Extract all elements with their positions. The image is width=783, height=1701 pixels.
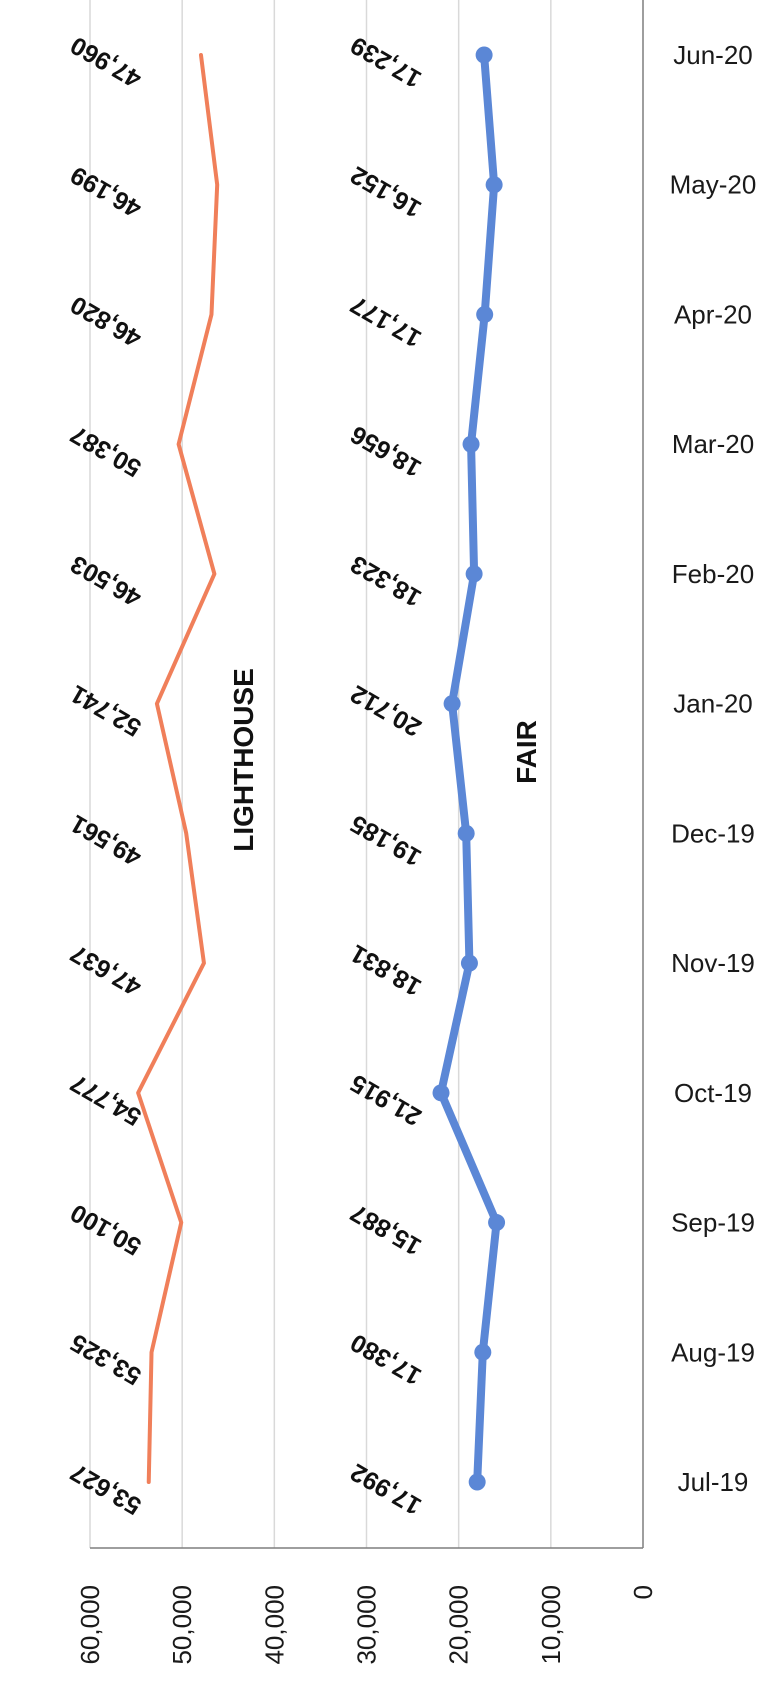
value-tick-label: 10,000 [536, 1585, 566, 1665]
value-tick-label: 30,000 [352, 1585, 382, 1665]
data-label: 18,323 [346, 550, 426, 612]
data-point [485, 176, 503, 194]
axes [90, 0, 644, 1549]
data-label: 53,627 [66, 1458, 146, 1520]
value-tick-label: 20,000 [444, 1585, 474, 1665]
data-label: 16,152 [346, 160, 426, 222]
data-point [465, 565, 483, 583]
data-label: 17,380 [346, 1328, 426, 1390]
data-label: 19,185 [346, 809, 426, 872]
data-label: 21,915 [346, 1068, 426, 1131]
data-label: 53,325 [66, 1328, 146, 1391]
value-axis-tick-labels: 60,000 50,000 40,000 30,000 20,000 10,000 0 [75, 1585, 658, 1665]
series-labels: LIGHTHOUSE FAIR [228, 668, 542, 852]
data-point [457, 824, 475, 842]
data-point [475, 46, 493, 64]
month-label: Feb-20 [672, 559, 754, 589]
month-label: Mar-20 [672, 429, 754, 459]
month-label: Aug-19 [671, 1337, 755, 1367]
data-point [476, 305, 494, 323]
data-point [488, 1214, 506, 1232]
data-label: 18,831 [346, 939, 426, 1002]
value-tick-label: 60,000 [75, 1585, 105, 1665]
data-label: 47,637 [66, 939, 146, 1001]
data-label: 46,820 [66, 290, 146, 352]
data-label: 17,992 [346, 1458, 426, 1520]
value-tick-label: 40,000 [259, 1585, 289, 1665]
month-label: Nov-19 [671, 948, 755, 978]
category-axis-labels: Jul-19 Aug-19 Sep-19 Oct-19 Nov-19 Dec-19 Jan-… [670, 40, 757, 1497]
series-line-fair [437, 51, 501, 1486]
data-label: 52,741 [66, 679, 146, 742]
month-label: Jun-20 [673, 40, 753, 70]
data-label: 20,712 [346, 679, 426, 741]
series-label-lighthouse: LIGHTHOUSE [228, 668, 259, 852]
value-tick-label: 0 [628, 1585, 658, 1599]
data-point [460, 954, 478, 972]
month-label: May-20 [670, 170, 757, 200]
series-label-fair: FAIR [511, 720, 542, 784]
data-label: 54,777 [66, 1069, 146, 1131]
data-label: 46,503 [66, 550, 146, 612]
data-label: 46,199 [66, 160, 146, 222]
data-label: 50,387 [66, 420, 146, 482]
month-label: Jan-20 [673, 689, 753, 719]
month-label: Jul-19 [678, 1467, 749, 1497]
value-tick-label: 50,000 [167, 1585, 197, 1665]
data-label: 18,656 [346, 420, 426, 482]
data-label: 15,887 [346, 1198, 426, 1260]
data-label: 17,177 [346, 290, 426, 352]
data-label: 17,239 [346, 31, 426, 93]
series-layer [136, 46, 506, 1491]
month-label: Apr-20 [674, 299, 752, 329]
data-point [474, 1343, 492, 1361]
data-label: 47,960 [66, 31, 146, 93]
month-label: Oct-19 [674, 1078, 752, 1108]
month-label: Dec-19 [671, 818, 755, 848]
month-label: Sep-19 [671, 1208, 755, 1238]
data-label: 49,561 [66, 809, 146, 872]
data-label: 50,100 [66, 1198, 146, 1260]
data-point [468, 1473, 486, 1491]
data-point [443, 695, 461, 713]
data-point [432, 1084, 450, 1102]
series-line-lighthouse [136, 53, 220, 1484]
data-point [462, 435, 480, 453]
